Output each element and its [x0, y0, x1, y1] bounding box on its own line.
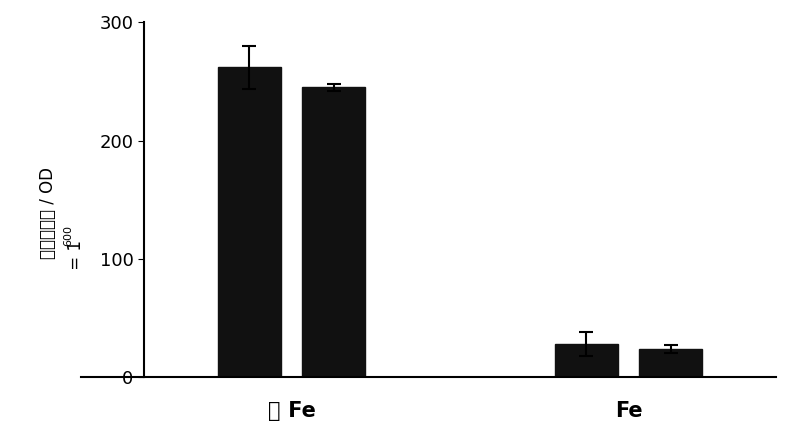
Text: 600: 600	[63, 225, 73, 246]
Bar	[555, 344, 618, 377]
Text: = 1: = 1	[67, 240, 85, 275]
Text: 无: 无	[269, 401, 281, 421]
Text: 铁载体单位 / OD: 铁载体单位 / OD	[39, 167, 57, 259]
Text: Fe: Fe	[281, 401, 316, 421]
Bar	[302, 87, 365, 377]
Bar	[218, 67, 281, 377]
Text: Fe: Fe	[614, 401, 642, 421]
Bar	[639, 349, 702, 377]
